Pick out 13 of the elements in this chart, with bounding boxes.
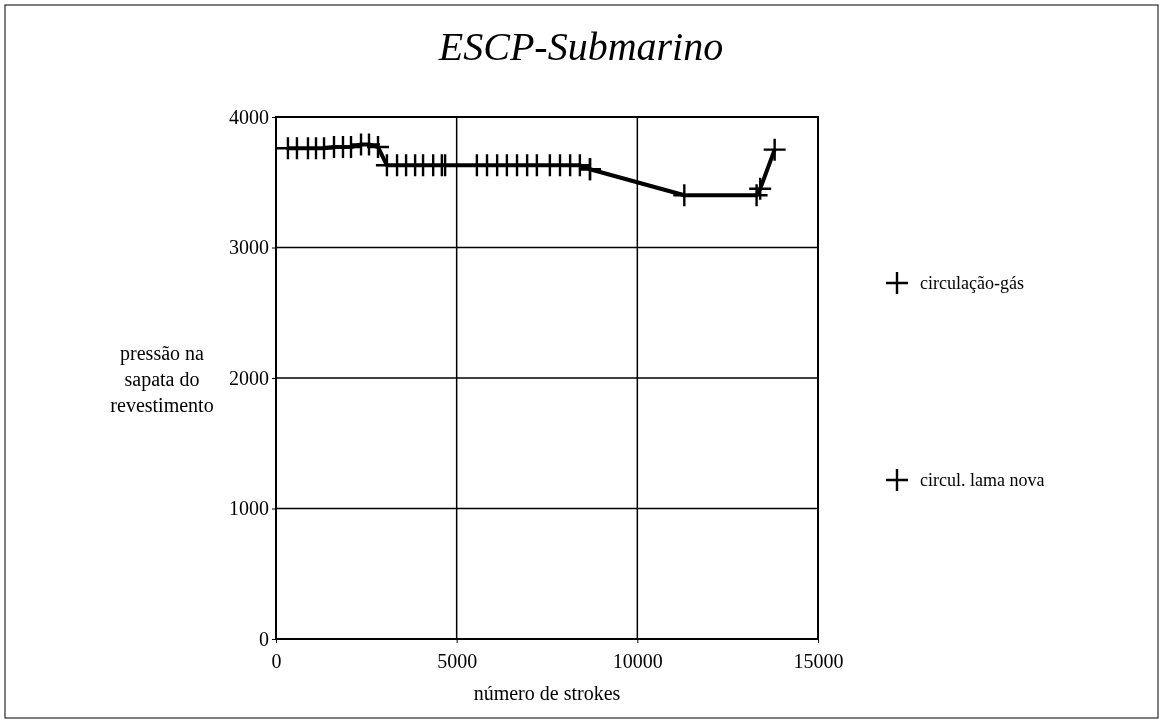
x-tick-label: 15000 [793,650,844,672]
x-tick-label: 10000 [612,650,663,672]
y-tick-label: 2000 [229,366,269,389]
y-tick-label: 4000 [229,105,269,128]
x-axis-title: número de strokes [473,682,621,704]
y-tick-label: 1000 [229,497,269,520]
y-tick-label: 0 [259,627,269,650]
y-tick-label: 3000 [229,236,269,259]
chart-title: ESCP-Submarino [437,24,724,69]
y-axis-title: pressão na sapata do revestimento [110,342,214,416]
legend-label: circulação-gás [920,273,1024,293]
legend-label: circul. lama nova [920,470,1045,490]
x-tick-label: 5000 [437,650,478,672]
